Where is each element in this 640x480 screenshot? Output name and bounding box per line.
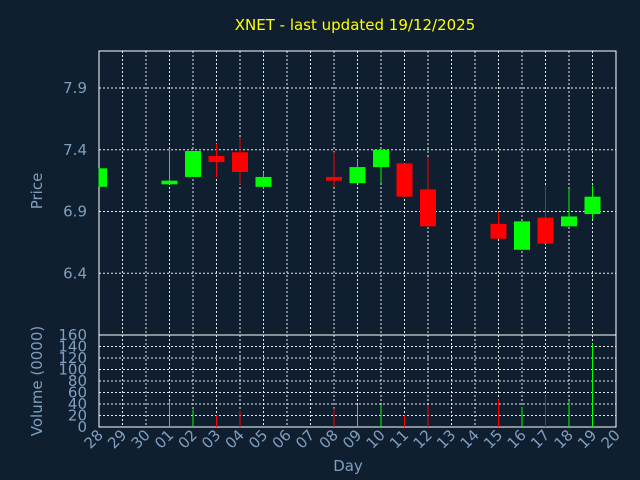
- candle-body: [537, 217, 554, 244]
- candle-layer: [98, 137, 601, 250]
- volume-axis-label: Volume (0000): [28, 326, 46, 436]
- candle-body: [161, 180, 178, 185]
- candle-body: [208, 155, 225, 163]
- chart-title: XNET - last updated 19/12/2025: [235, 16, 476, 34]
- volume-tick-label: 100: [58, 361, 87, 379]
- x-tick-label: 16: [504, 426, 530, 452]
- price-tick-label: 7.4: [63, 141, 87, 159]
- candle-body: [396, 163, 413, 197]
- volume-tick-label: 140: [58, 338, 87, 356]
- volume-tick-label: 120: [58, 349, 87, 367]
- x-tick-label: 04: [222, 426, 248, 452]
- candle-body: [232, 152, 248, 173]
- candle-body: [185, 151, 201, 177]
- x-tick-label: 01: [151, 426, 177, 452]
- x-tick-label: 08: [316, 426, 342, 452]
- x-tick-label: 13: [433, 426, 459, 452]
- x-tick-label: 17: [527, 426, 553, 452]
- candle-body: [514, 221, 530, 250]
- x-tick-label: 10: [363, 426, 389, 452]
- volume-tick-label: 40: [68, 395, 87, 413]
- price-tick-label: 7.9: [63, 79, 87, 97]
- x-tick-label: 29: [104, 426, 130, 452]
- candle-body: [561, 216, 577, 227]
- x-tick-label: 06: [269, 426, 295, 452]
- x-tick-label: 09: [339, 426, 365, 452]
- candle-body: [584, 196, 601, 214]
- price-tick-label: 6.4: [63, 264, 87, 282]
- volume-tick-label: 20: [68, 407, 87, 425]
- price-axis-label: Price: [28, 173, 46, 210]
- x-tick-label: 05: [245, 426, 271, 452]
- candle-body: [349, 167, 366, 184]
- x-tick-label: 14: [457, 426, 483, 452]
- price-tick-label: 6.9: [63, 203, 87, 221]
- x-tick-label: 11: [386, 426, 412, 452]
- x-tick-label: 07: [292, 426, 318, 452]
- x-tick-label: 30: [128, 426, 154, 452]
- tick-layer: 2829300102030405060708091011121314151617…: [58, 79, 623, 452]
- candle-body: [490, 223, 507, 239]
- candle-body: [255, 176, 272, 187]
- x-tick-label: 19: [574, 426, 600, 452]
- candle-body: [420, 189, 436, 227]
- x-axis-label: Day: [333, 457, 363, 475]
- candle-body: [99, 168, 107, 187]
- volume-tick-label: 160: [58, 326, 87, 344]
- candle-body: [326, 176, 342, 181]
- volume-tick-label: 0: [77, 418, 87, 436]
- x-tick-label: 15: [480, 426, 506, 452]
- x-tick-label: 02: [175, 426, 201, 452]
- x-tick-label: 03: [198, 426, 224, 452]
- candle-body: [373, 149, 389, 168]
- x-tick-label: 20: [598, 426, 624, 452]
- x-tick-label: 12: [410, 426, 436, 452]
- x-tick-label: 18: [551, 426, 577, 452]
- grid-layer: [98, 50, 617, 428]
- volume-layer: [169, 343, 593, 427]
- volume-tick-label: 80: [68, 372, 87, 390]
- volume-tick-label: 60: [68, 384, 87, 402]
